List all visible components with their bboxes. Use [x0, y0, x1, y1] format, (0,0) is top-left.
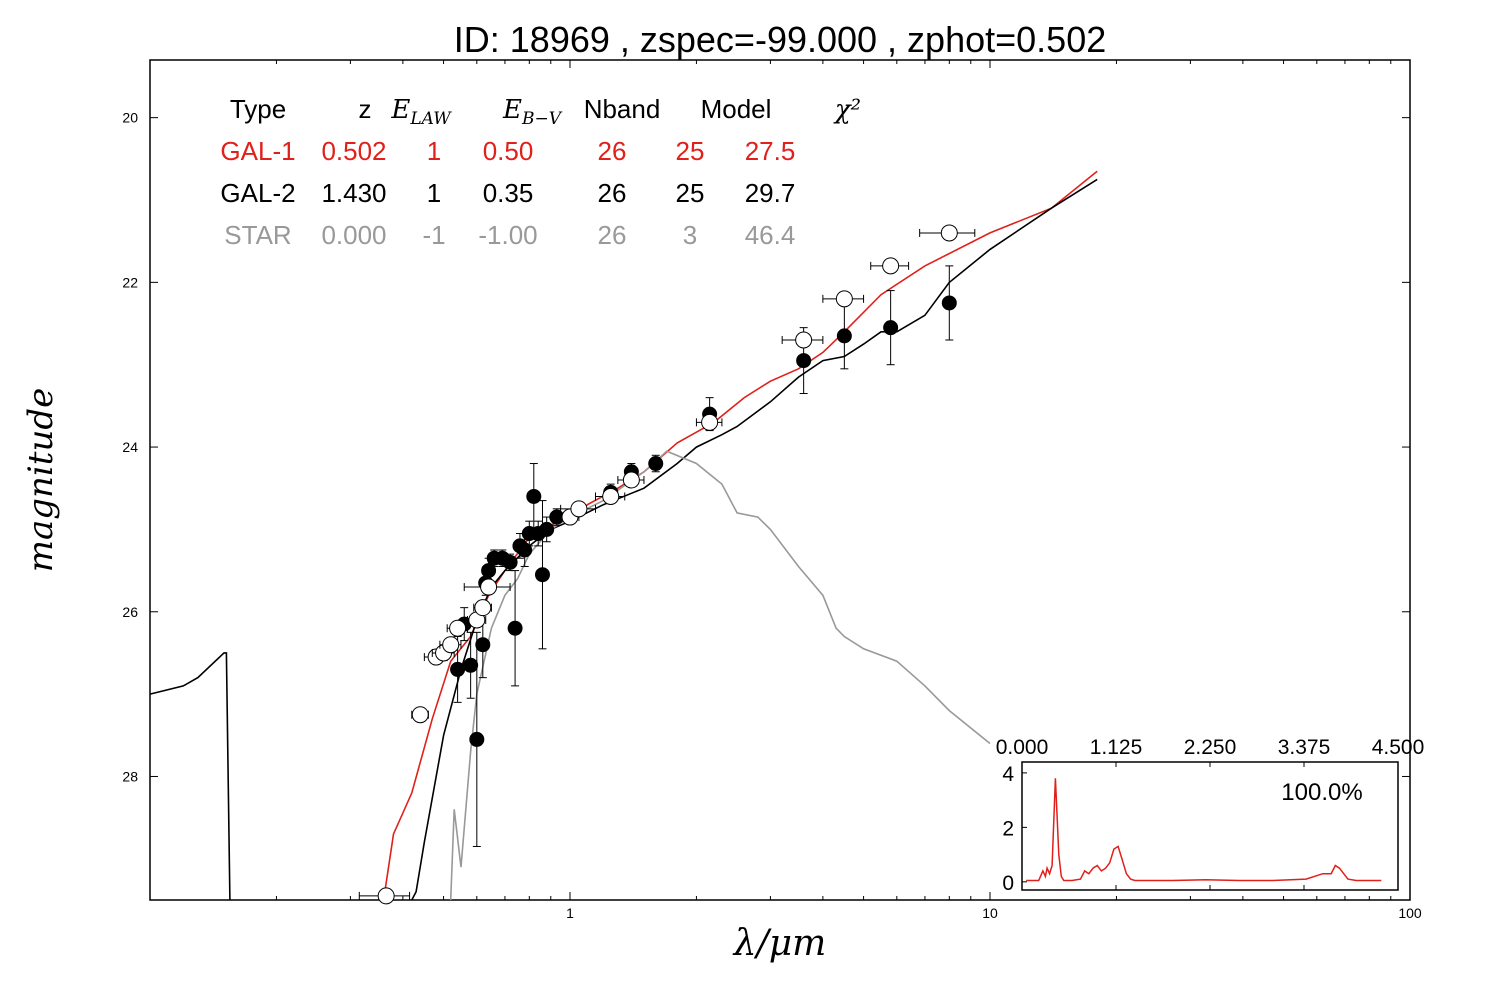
legend-row-cell: 1: [427, 136, 441, 166]
legend-table: Type z ELAW EB−V Nband Model χ² GAL-1 0.502 1 0.5…: [220, 94, 861, 250]
inset-x-tick-label: 4.500: [1372, 736, 1425, 759]
x-axis-label: λ/μm: [732, 923, 826, 964]
legend-header: Type z ELAW EB−V Nband Model χ²: [230, 94, 861, 129]
series-line-star: [449, 450, 991, 901]
data-point-open: [570, 500, 588, 518]
data-point-filled: [836, 328, 852, 344]
legend-row-cell: 46.4: [745, 220, 796, 250]
inset-pdz-line: [1026, 778, 1382, 882]
series-line-unlabeled: [149, 652, 231, 901]
data-point-open: [377, 887, 395, 905]
legend-header-cell: Nband: [584, 94, 661, 124]
inset-pdz-plot: 0.000 1.125 2.250 3.375 4.500 0 2 4 100.0%: [996, 736, 1425, 895]
inset-y-tick-label: 0: [1002, 872, 1014, 895]
legend-row-cell: GAL-1: [220, 136, 295, 166]
legend-row-cell: 3: [683, 220, 697, 250]
legend-row-cell: 1.430: [321, 178, 386, 208]
x-tick-label: 10: [982, 905, 998, 921]
legend-row-cell: 27.5: [745, 136, 796, 166]
y-tick-label: 22: [122, 274, 138, 290]
legend-row-cell: 0.502: [321, 136, 386, 166]
data-point-filled: [481, 563, 497, 579]
legend-row-cell: 26: [598, 178, 627, 208]
y-tick-label: 26: [122, 604, 138, 620]
data-point-open: [622, 471, 640, 489]
y-tick-label: 28: [122, 768, 138, 784]
x-tick-label: 1: [566, 905, 574, 921]
y-axis-label: magnitude: [21, 388, 61, 573]
inset-frame: [1021, 761, 1399, 891]
legend-row-cell: 29.7: [745, 178, 796, 208]
inset-x-tick-label: 0.000: [996, 736, 1049, 759]
data-point-open: [795, 331, 813, 349]
data-point-open: [474, 599, 492, 617]
data-point-open: [480, 578, 498, 596]
legend-row-cell: 0.000: [321, 220, 386, 250]
legend-row-cell: -1: [422, 220, 445, 250]
inset-x-ticks: 0.000 1.125 2.250 3.375 4.500: [996, 736, 1425, 890]
data-point-open: [449, 619, 467, 637]
legend-header-cell: Type: [230, 94, 286, 124]
legend-header-cell: ELAW: [390, 95, 452, 129]
data-point-open: [411, 706, 429, 724]
data-point-filled: [883, 320, 899, 336]
y-axis-ticks: 20 22 24 26 28: [122, 110, 1410, 784]
data-point-open: [442, 636, 460, 654]
chart-title: ID: 18969 , zspec=-99.000 , zphot=0.502: [454, 19, 1106, 60]
data-point-open: [602, 487, 620, 505]
legend-row-cell: 0.50: [483, 136, 534, 166]
legend-row-cell: 26: [598, 136, 627, 166]
data-point-filled: [463, 657, 479, 673]
x-axis-ticks: 1 10 100: [149, 60, 1422, 921]
data-point-open: [835, 290, 853, 308]
inset-x-tick-label: 1.125: [1090, 736, 1143, 759]
inset-line-layer: [1026, 778, 1382, 882]
x-tick-label: 100: [1398, 905, 1422, 921]
points-layer: [358, 224, 976, 905]
series-layer: [149, 170, 1098, 901]
data-point-filled: [796, 353, 812, 369]
inset-x-tick-label: 2.250: [1184, 736, 1237, 759]
inset-x-tick-label: 3.375: [1278, 736, 1331, 759]
legend-rows: GAL-1 0.502 1 0.50 26 25 27.5 GAL-2 1.430 1 0.35 26…: [220, 136, 795, 250]
series-line-gal-2: [411, 178, 1098, 901]
inset-y-tick-label: 4: [1002, 763, 1014, 786]
legend-row-cell: STAR: [224, 220, 291, 250]
data-point-filled: [502, 554, 518, 570]
data-point-filled: [469, 731, 485, 747]
inset-y-tick-label: 2: [1002, 817, 1014, 840]
legend-row-cell: 26: [598, 220, 627, 250]
data-point-filled: [526, 488, 542, 504]
legend-row-cell: -1.00: [478, 220, 537, 250]
legend-row-cell: GAL-2: [220, 178, 295, 208]
plot-frame: [149, 59, 1411, 901]
legend-row-cell: 25: [676, 178, 705, 208]
series-line-gal-1: [382, 170, 1098, 901]
data-point-filled: [475, 637, 491, 653]
data-point-open: [940, 224, 958, 242]
data-point-open: [882, 257, 900, 275]
legend-row-cell: 25: [676, 136, 705, 166]
inset-percent-label: 100.0%: [1281, 779, 1362, 806]
legend-header-cell: Model: [701, 94, 772, 124]
data-point-filled: [534, 567, 550, 583]
y-tick-label: 20: [122, 110, 138, 126]
data-point-filled: [648, 456, 664, 472]
legend-header-cell: EB−V: [502, 95, 563, 129]
legend-row-cell: 1: [427, 178, 441, 208]
legend-row-cell: 0.35: [483, 178, 534, 208]
data-point-filled: [450, 661, 466, 677]
data-point-filled: [539, 521, 555, 537]
y-tick-label: 24: [122, 439, 138, 455]
data-point-filled: [941, 295, 957, 311]
data-point-filled: [507, 620, 523, 636]
inset-y-ticks: 0 2 4: [1002, 763, 1027, 895]
data-point-open: [701, 413, 719, 431]
legend-header-cell: χ²: [833, 95, 861, 125]
legend-header-cell: z: [359, 94, 372, 124]
data-point-filled: [517, 542, 533, 558]
